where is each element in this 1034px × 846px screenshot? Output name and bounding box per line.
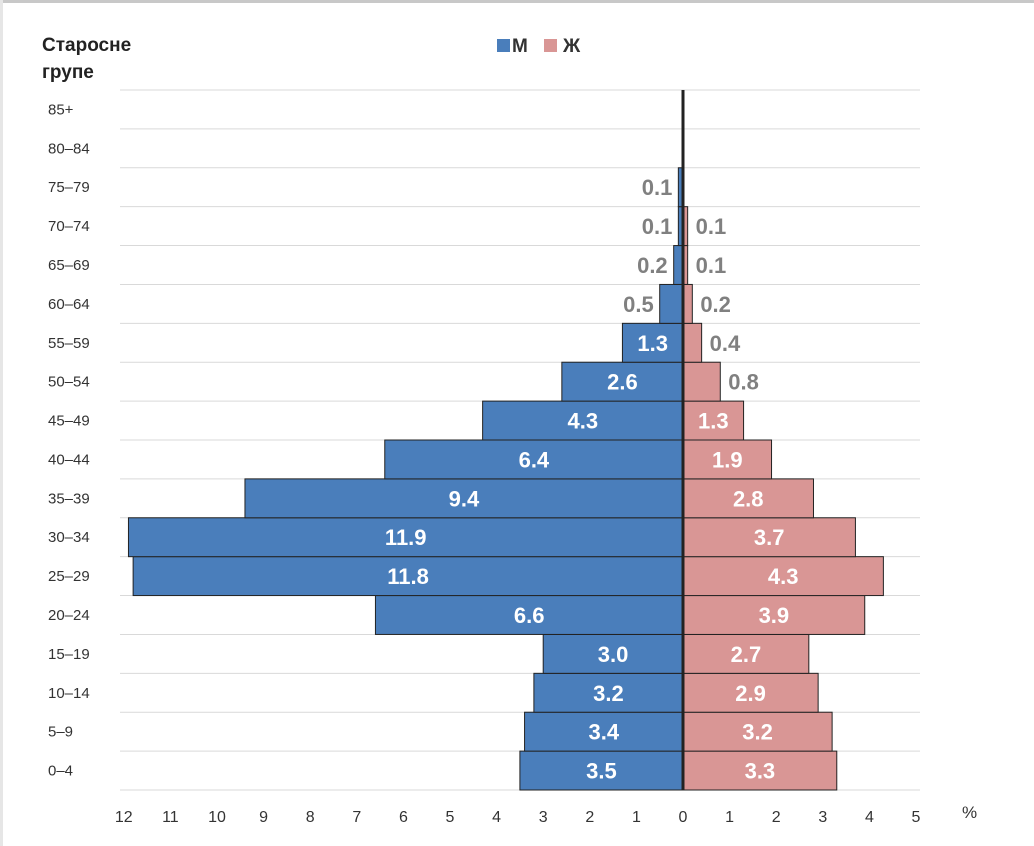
x-tick-left-3: 3 (539, 809, 548, 826)
y-axis-title-line-1: Старосне (42, 35, 131, 56)
bar-female-20–24 (682, 595, 866, 635)
label-male-15–19: 3.0 (598, 642, 629, 667)
label-male-0–4: 3.5 (586, 759, 617, 784)
y-tick-0–4: 0–4 (48, 763, 73, 780)
label-male-60–64: 0.5 (623, 292, 654, 317)
y-tick-85+: 85+ (48, 101, 74, 118)
tick-labels: 0–4 5–9 10–14 15–19 20–24 25–29 30–34 35–39 40–4… (48, 101, 921, 826)
y-tick-30–34: 30–34 (48, 529, 90, 546)
x-axis-unit: % (962, 803, 977, 822)
label-female-30–34: 3.7 (754, 525, 785, 550)
legend-swatch-male (497, 39, 510, 52)
legend-label-male: М (512, 36, 528, 57)
bar-male-55–59 (621, 322, 684, 363)
bar-female-35–39 (682, 478, 814, 519)
bar-male-35–39 (244, 478, 684, 519)
x-tick-right-4: 4 (865, 809, 874, 826)
legend-label-female: Ж (562, 36, 581, 57)
label-female-40–44: 1.9 (712, 447, 743, 472)
label-male-40–44: 6.4 (519, 447, 550, 472)
label-male-75–79: 0.1 (642, 175, 673, 200)
label-female-10–14: 2.9 (735, 681, 766, 706)
bar-female-40–44 (682, 439, 773, 480)
y-tick-15–19: 15–19 (48, 646, 90, 663)
y-tick-5–9: 5–9 (48, 724, 73, 741)
label-female-45–49: 1.3 (698, 409, 729, 434)
bar-female-15–19 (682, 633, 810, 674)
bar-male-60–64 (659, 283, 684, 324)
label-male-35–39: 9.4 (449, 486, 480, 511)
y-tick-10–14: 10–14 (48, 685, 90, 702)
y-axis-title-line-2: групе (42, 62, 94, 83)
bar-female-50–54 (682, 361, 721, 402)
x-tick-left-5: 5 (446, 809, 455, 826)
label-male-20–24: 6.6 (514, 603, 545, 628)
label-female-60–64: 0.2 (700, 292, 731, 317)
y-tick-45–49: 45–49 (48, 413, 90, 430)
bar-female-5–9 (682, 711, 833, 752)
label-female-70–74: 0.1 (696, 214, 727, 239)
y-tick-20–24: 20–24 (48, 607, 90, 624)
x-tick-left-4: 4 (492, 809, 501, 826)
x-tick-left-2: 2 (585, 809, 594, 826)
label-female-20–24: 3.9 (759, 603, 790, 628)
y-tick-75–79: 75–79 (48, 179, 90, 196)
label-female-35–39: 2.8 (733, 486, 764, 511)
y-tick-40–44: 40–44 (48, 451, 90, 468)
label-female-55–59: 0.4 (710, 331, 741, 356)
label-female-25–29: 4.3 (768, 564, 799, 589)
bar-male-30–34 (127, 517, 684, 558)
bar-male-5–9 (524, 711, 684, 752)
bar-female-55–59 (682, 322, 703, 363)
label-male-55–59: 1.3 (637, 331, 668, 356)
data-labels: 3.5 3.4 3.2 3.0 6.6 11.8 11.9 9.4 6.4 4.3 2.6 1.3 0.… (385, 175, 799, 783)
x-tick-right-2: 2 (772, 809, 781, 826)
bar-female-10–14 (682, 672, 819, 713)
x-tick-left-7: 7 (352, 809, 361, 826)
legend: М Ж (497, 36, 581, 57)
label-female-5–9: 3.2 (742, 720, 773, 745)
bar-male-10–14 (533, 672, 684, 713)
x-tick-left-9: 9 (259, 809, 268, 826)
y-tick-25–29: 25–29 (48, 568, 90, 585)
y-tick-65–69: 65–69 (48, 257, 90, 274)
label-female-50–54: 0.8 (728, 370, 759, 395)
label-male-10–14: 3.2 (593, 681, 624, 706)
x-tick-left-8: 8 (306, 809, 315, 826)
y-tick-70–74: 70–74 (48, 218, 90, 235)
bar-male-40–44 (384, 439, 684, 480)
frame-top-border (0, 0, 1034, 3)
y-tick-50–54: 50–54 (48, 374, 90, 391)
label-male-50–54: 2.6 (607, 370, 638, 395)
label-male-30–34: 11.9 (385, 525, 427, 550)
y-tick-80–84: 80–84 (48, 140, 90, 157)
label-male-5–9: 3.4 (588, 720, 619, 745)
label-male-65–69: 0.2 (637, 253, 668, 278)
bar-male-45–49 (482, 400, 684, 441)
frame-left-border (0, 0, 3, 846)
label-female-65–69: 0.1 (696, 253, 727, 278)
x-tick-left-1: 1 (632, 809, 641, 826)
x-tick-left-10: 10 (208, 809, 226, 826)
bars (127, 167, 884, 791)
label-male-45–49: 4.3 (568, 409, 599, 434)
label-male-70–74: 0.1 (642, 214, 673, 239)
legend-swatch-female (544, 39, 557, 52)
x-tick-right-0: 0 (679, 809, 688, 826)
label-male-25–29: 11.8 (387, 564, 429, 589)
y-tick-60–64: 60–64 (48, 296, 90, 313)
x-tick-left-11: 11 (162, 809, 179, 826)
x-tick-right-5: 5 (912, 809, 921, 826)
x-tick-right-3: 3 (818, 809, 827, 826)
x-tick-left-6: 6 (399, 809, 408, 826)
label-female-15–19: 2.7 (731, 642, 762, 667)
x-tick-right-1: 1 (725, 809, 734, 826)
bar-male-50–54 (561, 361, 684, 402)
y-tick-35–39: 35–39 (48, 490, 90, 507)
y-tick-55–59: 55–59 (48, 335, 90, 352)
label-female-0–4: 3.3 (745, 759, 776, 784)
x-tick-left-12: 12 (115, 809, 133, 826)
